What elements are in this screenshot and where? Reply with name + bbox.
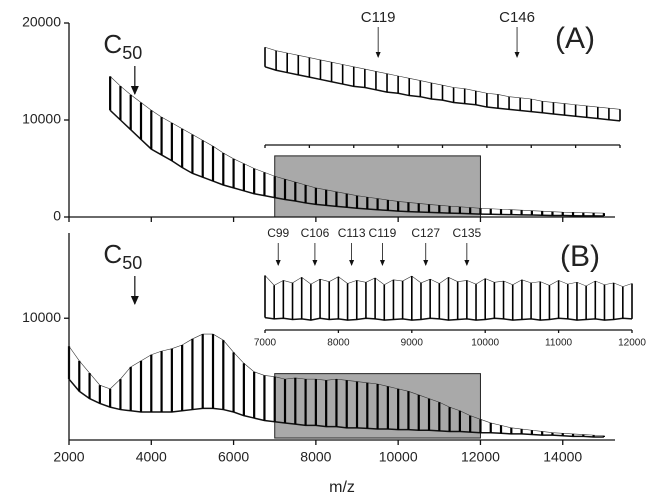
annotation-arrowhead bbox=[464, 260, 470, 266]
annotation-label: C119 bbox=[361, 9, 396, 26]
annotation-arrowhead bbox=[130, 296, 139, 305]
x-tick-label: 6000 bbox=[218, 449, 249, 465]
x-tick-label: 8000 bbox=[327, 338, 350, 349]
annotation-arrowhead bbox=[349, 260, 355, 266]
annotation-arrowhead bbox=[130, 86, 139, 95]
annotation-label: C99 bbox=[267, 226, 289, 240]
x-tick-label: 8000 bbox=[300, 449, 331, 465]
annotation-arrowhead bbox=[514, 52, 520, 58]
annotation-label: C119 bbox=[369, 226, 397, 240]
annotation-subscript: 50 bbox=[122, 253, 142, 273]
x-tick-label: 14000 bbox=[543, 449, 582, 465]
x-axis-label: m/z bbox=[329, 479, 355, 496]
y-tick-label: 10000 bbox=[22, 309, 61, 325]
annotation-label: C146 bbox=[499, 9, 535, 26]
x-tick-label: 7000 bbox=[254, 338, 277, 349]
annotation-text: C bbox=[103, 239, 122, 269]
annotation-label: C135 bbox=[453, 226, 482, 240]
annotation-arrowhead bbox=[312, 260, 318, 266]
annotation-text: C bbox=[103, 29, 122, 59]
x-tick-label: 10000 bbox=[471, 338, 499, 349]
annotation-arrowhead bbox=[375, 52, 381, 58]
x-tick-label: 12000 bbox=[461, 449, 500, 465]
y-tick-label: 0 bbox=[53, 208, 61, 224]
annotation-label: C127 bbox=[411, 226, 440, 240]
y-tick-label: 10000 bbox=[22, 111, 61, 127]
annotation-subscript: 50 bbox=[122, 43, 142, 63]
x-tick-label: 2000 bbox=[53, 449, 84, 465]
x-tick-label: 11000 bbox=[545, 338, 573, 349]
y-tick-label: 20000 bbox=[22, 14, 61, 30]
annotation-label: C50 bbox=[103, 239, 142, 273]
panel-label: (B) bbox=[560, 240, 600, 273]
annotation-arrowhead bbox=[423, 260, 429, 266]
x-tick-label: 10000 bbox=[379, 449, 418, 465]
annotation-label: C50 bbox=[103, 29, 142, 63]
panel-label: (A) bbox=[555, 22, 595, 55]
annotation-label: C106 bbox=[301, 226, 330, 240]
x-tick-label: 9000 bbox=[401, 338, 424, 349]
x-tick-label: 12000 bbox=[618, 338, 646, 349]
annotation-arrowhead bbox=[275, 260, 281, 266]
annotation-arrowhead bbox=[379, 260, 385, 266]
annotation-label: C113 bbox=[338, 226, 366, 240]
x-tick-label: 4000 bbox=[136, 449, 167, 465]
